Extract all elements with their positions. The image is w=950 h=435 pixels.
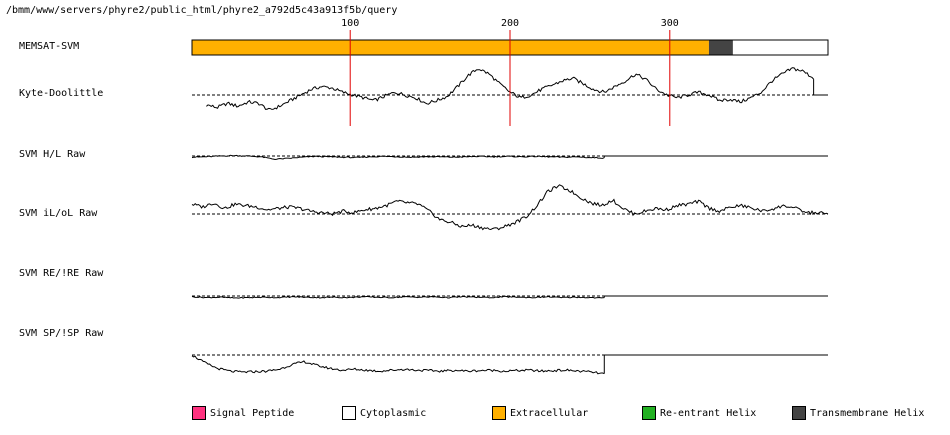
legend-transmembrane-helix: Transmembrane Helix <box>792 404 924 422</box>
legend-label: Transmembrane Helix <box>810 407 925 419</box>
memsat-segment <box>192 40 709 55</box>
series-line <box>191 184 829 231</box>
legend-swatch <box>792 406 806 420</box>
series-line <box>191 154 605 161</box>
series-line <box>191 295 605 299</box>
legend-label: Extracellular <box>510 407 589 419</box>
legend-swatch <box>342 406 356 420</box>
legend-label: Re-entrant Helix <box>660 407 757 419</box>
topology-plot: 100 200 300 <box>191 18 829 375</box>
track-label-svm-hl: SVM H/L Raw <box>19 149 86 160</box>
tick-label: 300 <box>661 18 679 29</box>
page-path: /bmm/www/servers/phyre2/public_html/phyr… <box>6 5 398 16</box>
legend-swatch <box>492 406 506 420</box>
memsat-segment <box>708 40 733 55</box>
legend-label: Cytoplasmic <box>360 407 427 419</box>
legend-swatch <box>642 406 656 420</box>
track-label-kyte-doolittle: Kyte-Doolittle <box>19 88 104 99</box>
series-flat <box>603 155 828 158</box>
series-flat <box>603 354 828 374</box>
track-label-svm-il-ol: SVM iL/oL Raw <box>19 208 98 219</box>
tick-label: 100 <box>341 18 359 29</box>
legend-extracellular: Extracellular <box>492 404 588 422</box>
legend-label: Signal Peptide <box>210 407 295 419</box>
track-label-svm-re: SVM RE/!RE Raw <box>19 268 104 279</box>
legend-signal-peptide: Signal Peptide <box>192 404 294 422</box>
series-flat <box>813 79 828 96</box>
legend-swatch <box>192 406 206 420</box>
legend-cytoplasmic: Cytoplasmic <box>342 404 426 422</box>
legend-reentrant-helix: Re-entrant Helix <box>642 404 756 422</box>
series-flat <box>603 295 828 298</box>
track-label-svm-sp: SVM SP/!SP Raw <box>19 328 104 339</box>
series-line <box>191 355 605 375</box>
memsat-segment <box>732 40 828 55</box>
tick-label: 200 <box>501 18 519 29</box>
track-label-memsat: MEMSAT-SVM <box>19 41 80 52</box>
